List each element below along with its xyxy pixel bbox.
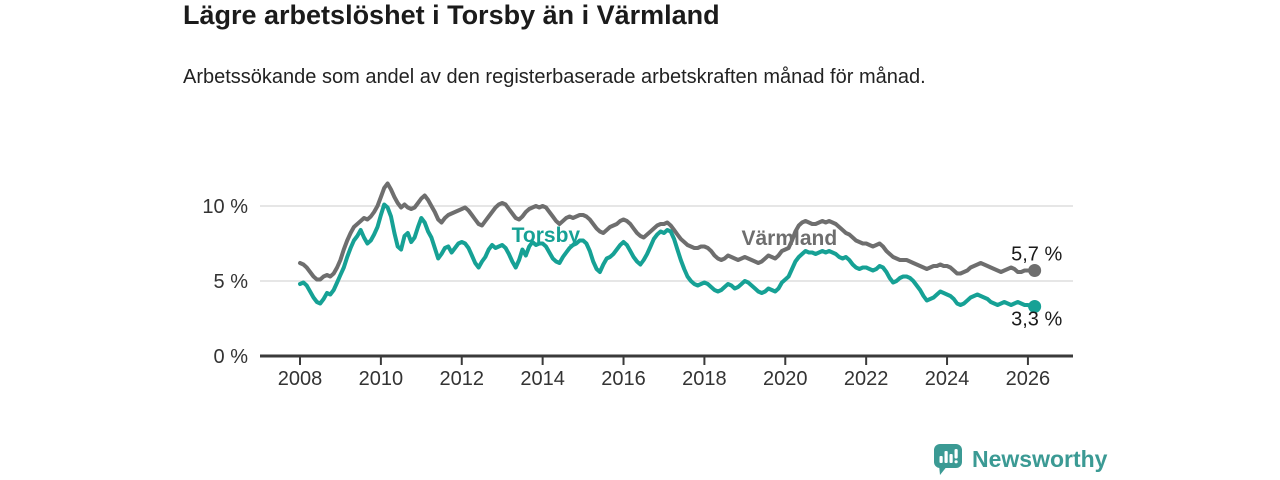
- x-tick-label-2020: 2020: [763, 368, 808, 390]
- newsworthy-icon: [934, 444, 962, 475]
- x-tick-label-2018: 2018: [682, 368, 727, 390]
- end-value-label-varmland: 5,7 %: [1011, 244, 1062, 266]
- series-line-varmland: [298, 181, 1037, 282]
- x-tick-label-2008: 2008: [278, 368, 323, 390]
- x-tick-label-2014: 2014: [520, 368, 565, 390]
- newsworthy-logo[interactable]: Newsworthy: [933, 443, 1107, 476]
- y-tick-label-10: 10 %: [202, 196, 248, 218]
- x-tick-label-2016: 2016: [601, 368, 646, 390]
- x-tick-label-2012: 2012: [440, 368, 485, 390]
- newsworthy-wordmark: Newsworthy: [972, 446, 1108, 472]
- x-tick-label-2022: 2022: [844, 368, 889, 390]
- series-label-torsby: Torsby: [512, 224, 581, 247]
- series-line-torsby: [298, 202, 1037, 309]
- y-tick-label-5: 5 %: [214, 271, 249, 293]
- x-tick-label-2010: 2010: [359, 368, 404, 390]
- end-value-label-torsby: 3,3 %: [1011, 309, 1062, 331]
- y-tick-label-0: 0 %: [214, 346, 249, 368]
- x-tick-label-2026: 2026: [1006, 368, 1051, 390]
- series-label-varmland: Värmland: [741, 227, 837, 250]
- end-dot-torsby: [1028, 300, 1042, 313]
- chart-subtitle: Arbetssökande som andel av den registerb…: [183, 66, 926, 88]
- x-tick-label-2024: 2024: [925, 368, 970, 390]
- chart-title: Lägre arbetslöshet i Torsby än i Värmlan…: [183, 0, 720, 30]
- end-dot-varmland: [1028, 264, 1042, 277]
